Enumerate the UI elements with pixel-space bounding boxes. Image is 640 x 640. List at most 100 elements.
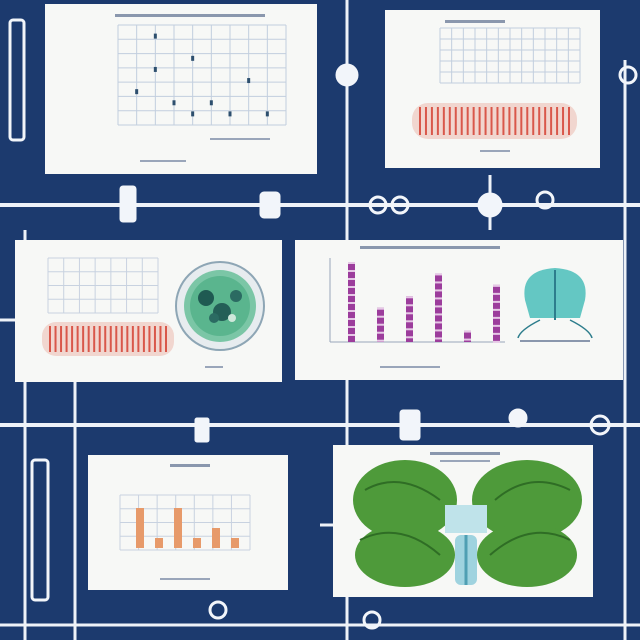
bar-stripe [493,300,500,303]
bar-stripe [435,337,442,340]
bar-stripe [435,289,442,292]
junction-knob [618,65,638,85]
bar-stripe [348,318,355,320]
bar-stripe [493,324,500,327]
bar-stripe [377,315,384,318]
bar-stripe [348,326,355,328]
bar-stripe [377,339,384,342]
valve-fitting [30,458,50,602]
bar-stripe [435,305,442,308]
bar-stripe [377,323,384,326]
panel-caption [205,366,223,368]
cell-illustration [175,261,265,351]
scatter-point [228,111,232,117]
purple-bars [348,262,500,343]
bar-stripe [435,313,442,316]
chart-cell-panel [15,240,282,382]
bar [231,538,239,548]
bar-stripe [493,284,500,287]
valve-fitting [119,185,137,223]
panel-title [170,464,210,467]
bar-stripe [435,273,442,276]
scatter-caption [140,138,270,162]
muscle-illustration [42,322,174,356]
mini-chart-grid [47,257,159,314]
scatter-point [153,33,157,39]
bar-stripe [406,304,413,307]
scatter-point [191,111,195,117]
bar-stripe [348,278,355,280]
bar [174,508,182,548]
bar-stripe [493,316,500,319]
junction-knob [589,414,611,436]
grid-with-muscle-panel [385,10,600,168]
scatter-point [153,66,157,72]
junction-knob [535,190,555,210]
bar [435,273,442,342]
bar [212,528,220,548]
bar [136,508,144,548]
junction-knob [362,610,382,630]
junction-knob [477,192,503,218]
scatter-point [247,78,251,84]
bar-stripe [406,312,413,315]
panel-title [430,452,500,455]
scatter-point [191,55,195,61]
junction-knob [368,195,388,215]
bar-stripe [493,340,500,343]
bar-stripe [464,330,471,333]
bar-stripe [435,281,442,284]
bar-stripe [493,332,500,335]
bar-stripe [493,292,500,295]
panel-title [360,246,500,249]
valve-fitting [194,417,210,443]
lobed-organ-illustration [353,460,582,587]
green-organ-panel [333,445,593,597]
bar-stripe [435,329,442,332]
orange-bar-chart-panel [88,455,288,590]
bar-stripe [493,308,500,311]
bar-stripe [406,328,413,331]
bar-stripe [435,321,442,324]
panel-caption [480,150,510,152]
bar-stripe [464,338,471,341]
scatter-point [135,89,139,95]
scatter-chart-title [115,14,265,17]
valve-fitting [399,409,421,441]
bar-stripe [348,294,355,296]
bar-stripe [348,310,355,312]
bar-stripe [348,270,355,272]
scatter-point [172,100,176,106]
lung-illustration [517,268,593,342]
bar-stripe [348,262,355,264]
panel-subtitle [440,460,490,462]
scatter-points [135,33,269,117]
scatter-point [209,100,213,106]
scatter-point [265,111,269,117]
scatter-chart-panel [45,4,317,174]
bar-stripe [348,286,355,288]
bar-stripe [377,331,384,334]
bar [493,284,500,342]
bar [464,330,471,342]
bar-stripe [348,302,355,304]
bar-stripe [348,334,355,336]
bar-stripe [377,307,384,310]
scatter-grid [117,24,287,126]
bar [406,296,413,342]
purple-bar-chart-panel [295,240,623,380]
bar-stripe [435,297,442,300]
junction-knob [208,600,228,620]
valve-fitting [8,18,26,142]
junction-knob [390,195,410,215]
bar-stripe [406,320,413,323]
junction-knob [508,408,528,428]
muscle-panel-grid [439,27,581,84]
junction-knob [335,63,359,87]
connector-fittings [8,18,638,630]
panel-title [445,20,505,23]
panel-caption [160,578,210,580]
bar [193,538,201,548]
muscle-illustration [412,103,577,139]
